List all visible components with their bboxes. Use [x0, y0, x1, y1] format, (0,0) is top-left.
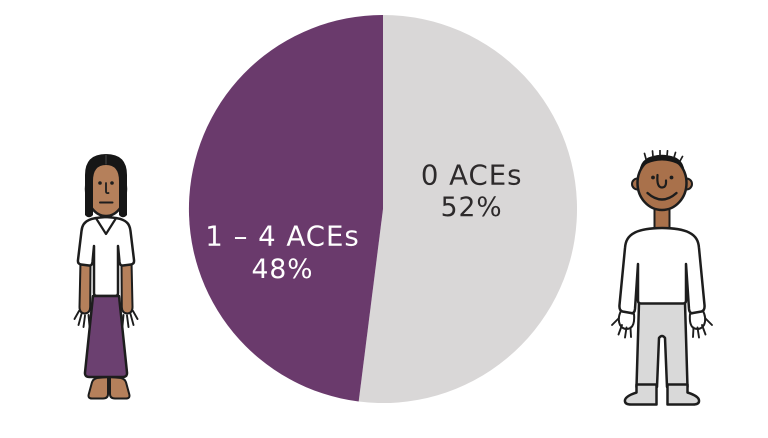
man-left-eye [651, 175, 655, 180]
woman-left-foot [87, 376, 109, 400]
man-nose [656, 173, 668, 189]
man-shirt [618, 226, 706, 315]
woman-illustration [73, 154, 139, 400]
man-right-shoe [666, 383, 701, 406]
woman-right-foot [109, 376, 131, 400]
woman-left-arm [78, 260, 92, 315]
man-illustration [611, 150, 713, 406]
woman-skirt [83, 294, 129, 379]
woman-left-hand-fingers [73, 310, 91, 328]
woman-nose [105, 182, 110, 194]
pie-label-0-aces: 0 ACEs [421, 158, 523, 191]
pie-slice-1-4-aces [188, 14, 383, 402]
pie-value-0-aces: 52% [441, 192, 503, 223]
aces-pie-chart: 0 ACEs 52% 1 – 4 ACEs 48% [188, 14, 578, 404]
woman-hair [85, 154, 127, 218]
pie-slice-0-aces [358, 14, 578, 404]
man-hair [639, 155, 685, 171]
pie-value-1-4-aces: 48% [252, 254, 314, 285]
man-smile [646, 191, 678, 201]
man-pants [635, 301, 689, 389]
man-right-hand-fingers [692, 317, 713, 339]
man-right-eye [669, 175, 674, 180]
woman-left-eye [98, 181, 102, 185]
woman-shirt-vneck [95, 217, 117, 236]
man-left-hand-fingers [611, 317, 632, 339]
man-hair-spikes [643, 150, 684, 162]
pie-label-1-4-aces: 1 – 4 ACEs [205, 219, 359, 252]
woman-right-eye [110, 181, 114, 185]
woman-right-hand-fingers [121, 310, 139, 328]
woman-right-arm [120, 260, 134, 315]
man-left-shoe [623, 383, 658, 406]
